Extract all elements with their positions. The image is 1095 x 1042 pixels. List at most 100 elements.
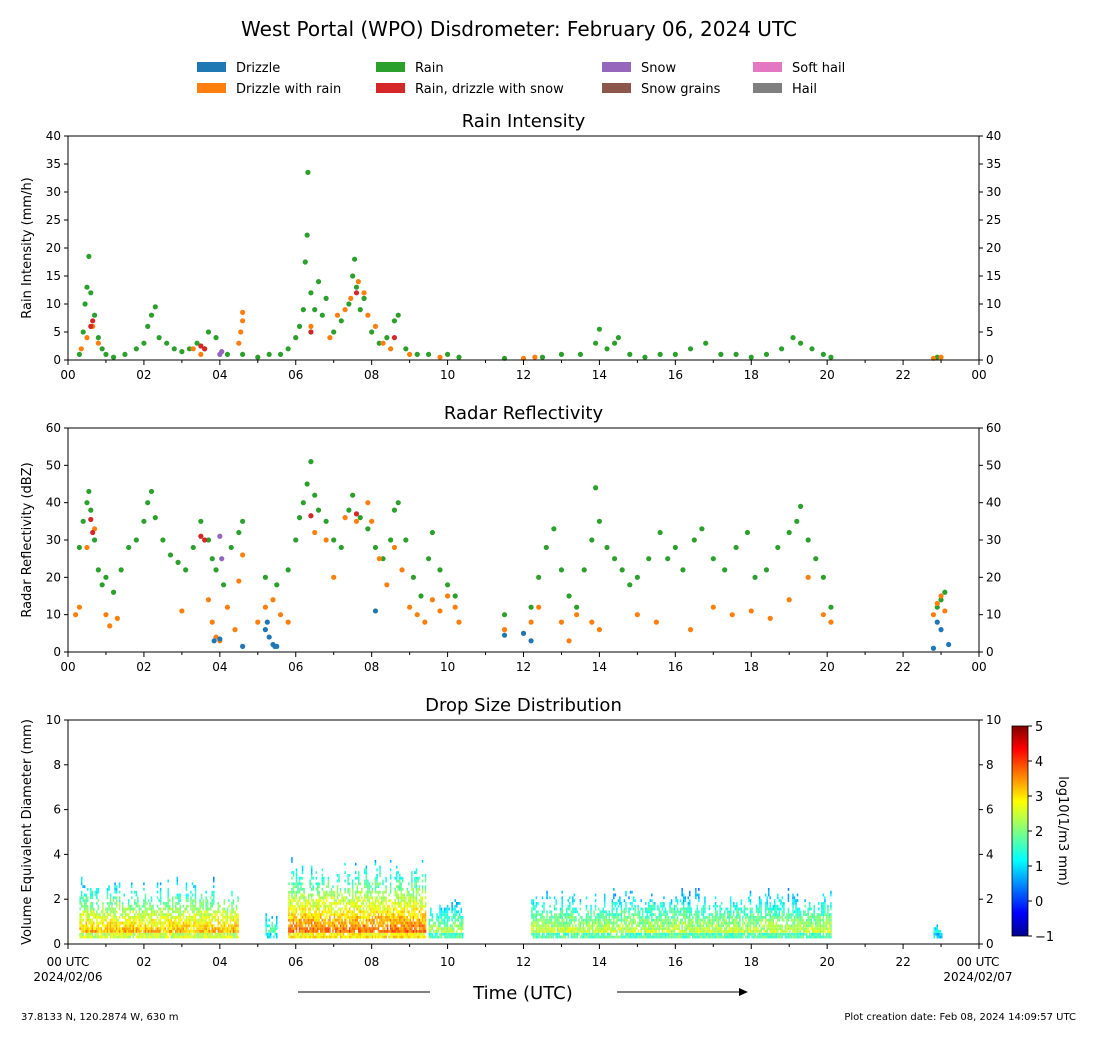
heatmap-cell (315, 871, 318, 874)
heatmap-cell (667, 932, 670, 936)
heatmap-cell (635, 924, 638, 928)
heatmap-cell (291, 907, 293, 911)
heatmap-cell (121, 904, 124, 908)
heatmap-cell (462, 921, 464, 925)
heatmap-cell (651, 935, 653, 939)
heatmap-cell (266, 932, 269, 936)
heatmap-cell (389, 882, 392, 886)
heatmap-cell (194, 907, 197, 911)
heatmap-cell (575, 910, 577, 914)
heatmap-cell (672, 916, 674, 919)
heatmap-cell (162, 921, 165, 925)
heatmap-cell (439, 913, 441, 916)
heatmap-cell (235, 913, 238, 916)
heatmap-cell (593, 913, 595, 916)
heatmap-cell (359, 893, 362, 897)
heatmap-cell (402, 927, 404, 930)
heatmap-cell (149, 902, 151, 905)
heatmap-cell (531, 932, 533, 936)
heatmap-cell (575, 918, 577, 922)
heatmap-cell (179, 913, 182, 916)
heatmap-cell (118, 932, 121, 936)
heatmap-cell (312, 899, 314, 902)
heatmap-cell (714, 935, 717, 939)
heatmap-cell (649, 910, 652, 914)
heatmap-cell (667, 927, 670, 930)
heatmap-cell (320, 899, 322, 902)
heatmap-cell (348, 888, 351, 891)
heatmap-cell (222, 927, 224, 930)
heatmap-cell (318, 882, 321, 886)
heatmap-cell (202, 907, 204, 911)
heatmap-cell (223, 924, 226, 928)
heatmap-cell (415, 899, 418, 902)
heatmap-cell (424, 910, 427, 914)
heatmap-cell (117, 924, 119, 928)
heatmap-cell (385, 888, 387, 891)
heatmap-cell (575, 932, 577, 936)
heatmap-cell (146, 924, 148, 928)
heatmap-cell (705, 930, 708, 933)
heatmap-cell (182, 935, 185, 939)
heatmap-cell (213, 896, 215, 900)
heatmap-cell (134, 930, 136, 933)
heatmap-cell (408, 890, 410, 894)
data-point (323, 518, 329, 524)
heatmap-cell (646, 935, 649, 939)
heatmap-cell (411, 913, 413, 916)
heatmap-cell (288, 904, 290, 908)
heatmap-cell (394, 899, 396, 902)
heatmap-cell (158, 913, 160, 916)
heatmap-cell (382, 879, 384, 883)
heatmap-cell (330, 888, 333, 891)
data-point (277, 351, 284, 357)
heatmap-cell (330, 896, 333, 900)
heatmap-cell (698, 918, 700, 922)
heatmap-cell (751, 916, 753, 919)
heatmap-cell (687, 896, 689, 900)
heatmap-cell (561, 899, 563, 902)
heatmap-cell (370, 921, 372, 925)
heatmap-cell (312, 902, 314, 905)
heatmap-cell (594, 893, 597, 897)
heatmap-cell (772, 907, 775, 911)
heatmap-cell (288, 927, 290, 930)
heatmap-cell (109, 902, 112, 905)
heatmap-cell (193, 916, 195, 919)
heatmap-cell (392, 935, 395, 939)
heatmap-cell (684, 924, 686, 928)
heatmap-cell (106, 910, 109, 914)
heatmap-cell (229, 932, 232, 936)
heatmap-cell (203, 924, 206, 928)
data-point (285, 567, 291, 573)
heatmap-cell (611, 916, 614, 919)
heatmap-cell (684, 896, 686, 900)
heatmap-cell (373, 927, 375, 930)
heatmap-cell (367, 890, 369, 894)
heatmap-cell (663, 918, 665, 922)
heatmap-cell (757, 932, 759, 936)
heatmap-cell (315, 882, 318, 886)
heatmap-cell (178, 899, 180, 902)
heatmap-cell (118, 890, 121, 894)
heatmap-cell (394, 888, 396, 891)
heatmap-cell (362, 918, 365, 922)
heatmap-cell (237, 913, 239, 916)
heatmap-cell (229, 935, 232, 939)
heatmap-cell (168, 904, 171, 908)
heatmap-cell (587, 921, 589, 925)
heatmap-cell (573, 921, 576, 925)
heatmap-cell (297, 885, 299, 888)
heatmap-cell (131, 921, 133, 925)
heatmap-cell (663, 927, 665, 930)
heatmap-cell (611, 913, 614, 916)
heatmap-cell (323, 930, 325, 933)
x-tick-label: 12 (516, 660, 531, 674)
heatmap-cell (324, 916, 327, 919)
heatmap-cell (395, 902, 398, 905)
heatmap-cell (272, 935, 275, 939)
heatmap-cell (587, 916, 589, 919)
heatmap-cell (310, 927, 313, 930)
heatmap-cell (315, 910, 318, 914)
heatmap-cell (205, 927, 207, 930)
